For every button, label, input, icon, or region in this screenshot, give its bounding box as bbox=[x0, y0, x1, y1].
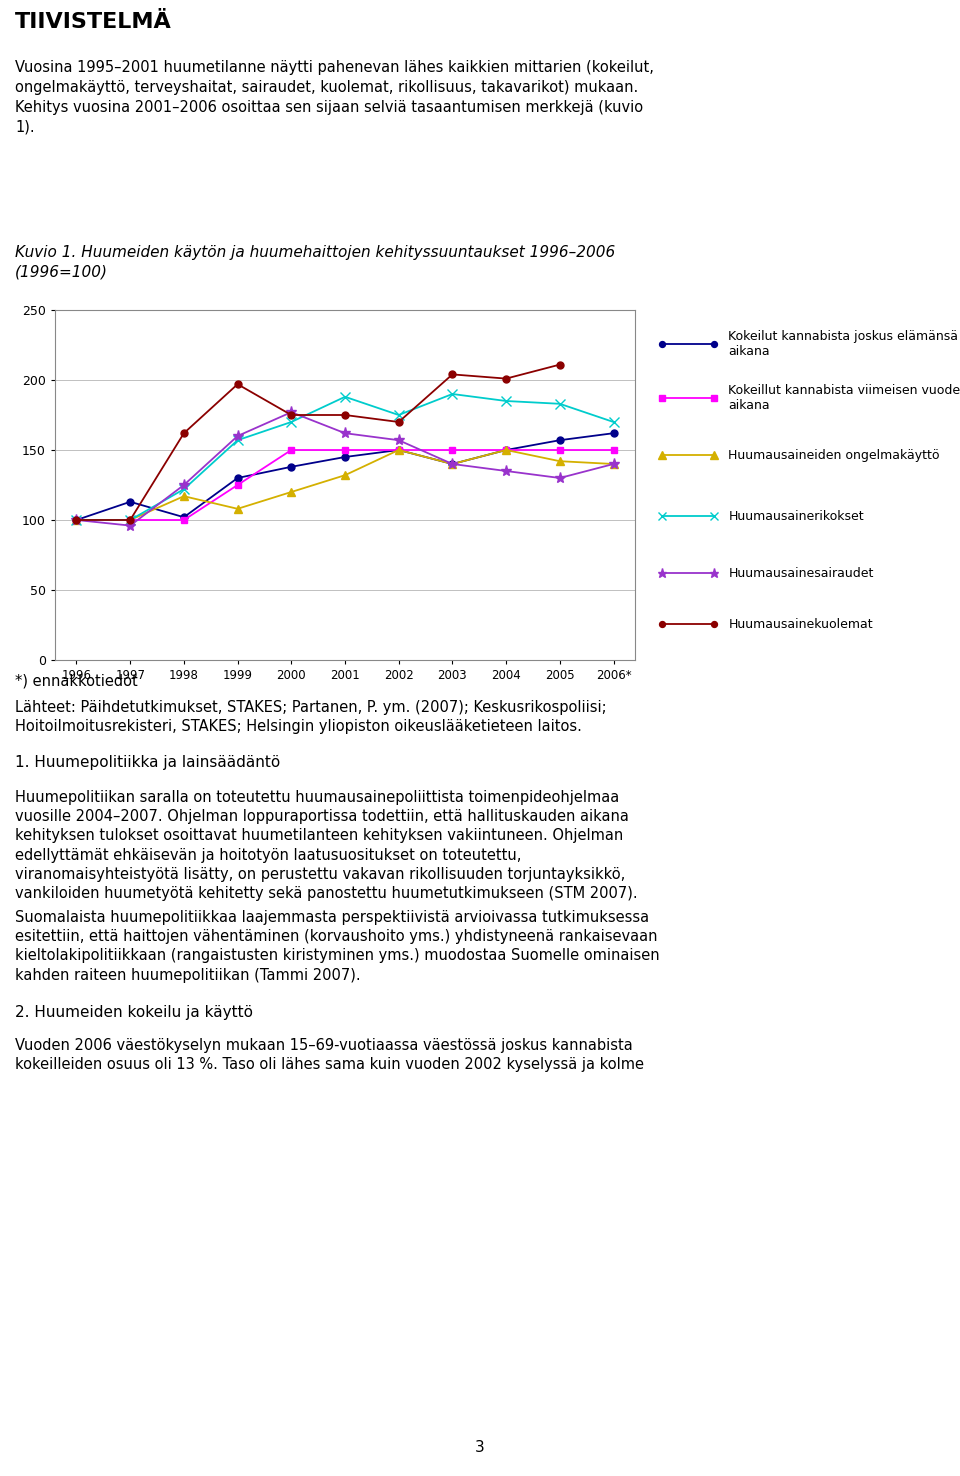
Text: Vuoden 2006 väestökyselyn mukaan 15–69-vuotiaassa väestössä joskus kannabista
ko: Vuoden 2006 väestökyselyn mukaan 15–69-v… bbox=[15, 1038, 644, 1072]
Text: Suomalaista huumepolitiikkaa laajemmasta perspektiivistä arvioivassa tutkimukses: Suomalaista huumepolitiikkaa laajemmasta… bbox=[15, 911, 660, 983]
Text: Kokeillut kannabista viimeisen vuoden
aikana: Kokeillut kannabista viimeisen vuoden ai… bbox=[729, 384, 960, 412]
Text: Lähteet: Päihdetutkimukset, STAKES; Partanen, P. ym. (2007); Keskusrikospoliisi;: Lähteet: Päihdetutkimukset, STAKES; Part… bbox=[15, 700, 607, 734]
Text: Kokeilut kannabista joskus elämänsä
aikana: Kokeilut kannabista joskus elämänsä aika… bbox=[729, 329, 958, 357]
Text: *) ennakkotiedot: *) ennakkotiedot bbox=[15, 673, 137, 688]
Text: Huumausainerikokset: Huumausainerikokset bbox=[729, 509, 864, 523]
Text: 2. Huumeiden kokeilu ja käyttö: 2. Huumeiden kokeilu ja käyttö bbox=[15, 1005, 253, 1020]
Text: 1. Huumepolitiikka ja lainsäädäntö: 1. Huumepolitiikka ja lainsäädäntö bbox=[15, 756, 280, 770]
Text: Huumepolitiikan saralla on toteutettu huumausainepoliittista toimenpideohjelmaa
: Huumepolitiikan saralla on toteutettu hu… bbox=[15, 790, 637, 900]
Text: Kuvio 1. Huumeiden käytön ja huumehaittojen kehityssuuntaukset 1996–2006
(1996=1: Kuvio 1. Huumeiden käytön ja huumehaitto… bbox=[15, 245, 615, 280]
Text: Huumausaineiden ongelmakäyttö: Huumausaineiden ongelmakäyttö bbox=[729, 449, 940, 462]
Text: Vuosina 1995–2001 huumetilanne näytti pahenevan lähes kaikkien mittarien (kokeil: Vuosina 1995–2001 huumetilanne näytti pa… bbox=[15, 61, 654, 134]
Text: Huumausainesairaudet: Huumausainesairaudet bbox=[729, 567, 874, 580]
Text: 3: 3 bbox=[475, 1441, 485, 1455]
Text: TIIVISTELMÄ: TIIVISTELMÄ bbox=[15, 12, 172, 32]
Text: Huumausainekuolemat: Huumausainekuolemat bbox=[729, 617, 873, 630]
